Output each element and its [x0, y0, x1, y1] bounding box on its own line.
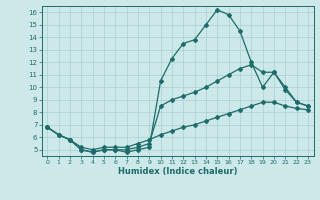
X-axis label: Humidex (Indice chaleur): Humidex (Indice chaleur) — [118, 167, 237, 176]
